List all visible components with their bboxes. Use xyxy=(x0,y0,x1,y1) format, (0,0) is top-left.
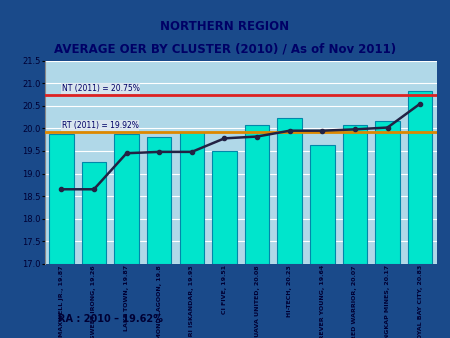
Bar xyxy=(310,145,334,264)
Bar xyxy=(375,121,400,264)
Text: RA : 2010 – 19.62%: RA : 2010 – 19.62% xyxy=(58,314,163,324)
Text: NT (2011) = 20.75%: NT (2011) = 20.75% xyxy=(62,84,140,93)
Bar xyxy=(49,134,73,264)
Text: RT (2011) = 19.92%: RT (2011) = 19.92% xyxy=(62,121,139,130)
Bar xyxy=(147,138,171,264)
Bar xyxy=(82,162,106,264)
Bar xyxy=(245,125,269,264)
Text: AVERAGE OER BY CLUSTER (2010) / As of Nov 2011): AVERAGE OER BY CLUSTER (2010) / As of No… xyxy=(54,43,396,55)
Bar xyxy=(114,134,139,264)
Bar xyxy=(212,150,237,264)
Bar xyxy=(343,125,367,264)
Bar xyxy=(408,91,432,264)
Bar xyxy=(180,131,204,264)
Text: NORTHERN REGION: NORTHERN REGION xyxy=(161,20,289,33)
Bar xyxy=(278,118,302,264)
